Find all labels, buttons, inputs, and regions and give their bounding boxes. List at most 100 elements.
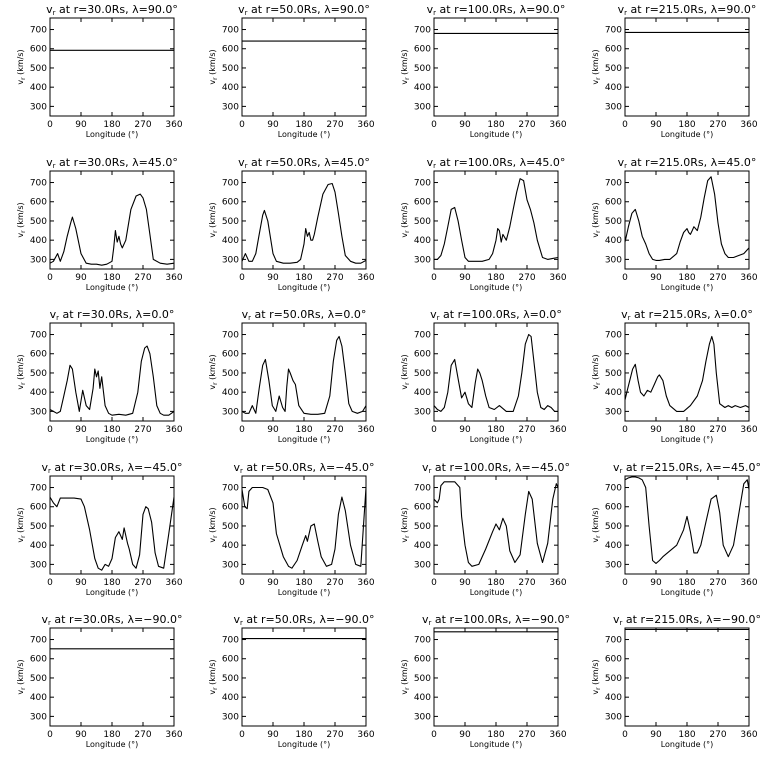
y-tick-label: 700 xyxy=(605,484,622,494)
x-axis-label: Longitude (°) xyxy=(661,130,714,139)
series-line xyxy=(241,182,367,264)
x-tick-label: 360 xyxy=(740,578,757,588)
y-axis-label: vr (km/s) xyxy=(208,49,219,84)
x-tick-label: 270 xyxy=(709,425,726,435)
panel-title: vr at r=215.0Rs, λ=45.0° xyxy=(618,156,757,170)
x-tick-label: 180 xyxy=(678,120,695,130)
y-tick-label: 400 xyxy=(414,388,431,398)
x-tick-label: 270 xyxy=(134,273,151,283)
y-tick-label: 500 xyxy=(222,369,239,379)
x-tick-label: 90 xyxy=(267,425,279,435)
y-tick-label: 700 xyxy=(222,484,239,494)
y-tick-label: 400 xyxy=(30,236,47,246)
panel-title: vr at r=50.0Rs, λ=−45.0° xyxy=(234,461,375,475)
y-tick-label: 300 xyxy=(30,102,47,112)
y-tick-label: 700 xyxy=(414,331,431,341)
y-tick-label: 700 xyxy=(605,179,622,189)
x-tick-label: 180 xyxy=(678,730,695,740)
x-tick-label: 0 xyxy=(622,120,628,130)
plot-frame xyxy=(624,475,750,575)
y-tick-label: 500 xyxy=(605,217,622,227)
plot-frame xyxy=(49,627,175,727)
y-tick-label: 300 xyxy=(222,712,239,722)
x-tick-label: 90 xyxy=(267,578,279,588)
x-tick-label: 90 xyxy=(267,273,279,283)
y-tick-label: 700 xyxy=(30,26,47,36)
y-tick-label: 700 xyxy=(30,331,47,341)
x-tick-label: 180 xyxy=(103,273,120,283)
y-tick-label: 500 xyxy=(30,522,47,532)
y-tick-label: 300 xyxy=(414,102,431,112)
y-tick-label: 500 xyxy=(605,674,622,684)
plot-frame xyxy=(241,170,367,270)
x-tick-label: 270 xyxy=(518,578,535,588)
plot-frame xyxy=(433,170,559,270)
y-tick-label: 700 xyxy=(605,636,622,646)
x-tick-label: 360 xyxy=(549,120,566,130)
plot-frame xyxy=(49,17,175,117)
x-tick-label: 180 xyxy=(295,578,312,588)
panel-13: vr at r=30.0Rs, λ=−45.0° 0 90 180 270 360 300 4… xyxy=(16,461,183,597)
x-tick-label: 270 xyxy=(518,425,535,435)
x-tick-label: 270 xyxy=(134,730,151,740)
panel-8: vr at r=215.0Rs, λ=45.0° 0 90 180 270 360 300 4… xyxy=(591,156,758,292)
panel-title: vr at r=215.0Rs, λ=0.0° xyxy=(621,308,753,322)
y-tick-label: 500 xyxy=(605,369,622,379)
x-tick-label: 90 xyxy=(75,425,87,435)
y-axis-label: vr (km/s) xyxy=(16,49,27,84)
y-axis-label: vr (km/s) xyxy=(591,354,602,389)
x-axis-label: Longitude (°) xyxy=(86,435,139,444)
x-tick-label: 180 xyxy=(295,120,312,130)
y-tick-label: 500 xyxy=(30,217,47,227)
y-tick-label: 600 xyxy=(222,503,239,513)
y-tick-label: 400 xyxy=(30,693,47,703)
y-tick-label: 400 xyxy=(222,388,239,398)
plot-frame xyxy=(241,17,367,117)
x-tick-label: 90 xyxy=(650,730,662,740)
y-tick-label: 500 xyxy=(30,369,47,379)
y-tick-label: 400 xyxy=(414,83,431,93)
y-tick-label: 500 xyxy=(605,64,622,74)
y-tick-label: 400 xyxy=(605,83,622,93)
x-axis-label: Longitude (°) xyxy=(86,588,139,597)
y-axis-label: vr (km/s) xyxy=(16,354,27,389)
y-tick-label: 300 xyxy=(605,712,622,722)
x-tick-label: 360 xyxy=(740,120,757,130)
panel-12: vr at r=215.0Rs, λ=0.0° 0 90 180 270 360 300 40… xyxy=(591,308,758,444)
x-tick-label: 90 xyxy=(267,730,279,740)
y-tick-label: 600 xyxy=(414,198,431,208)
y-tick-label: 500 xyxy=(414,64,431,74)
x-axis-label: Longitude (°) xyxy=(470,283,523,292)
x-tick-label: 0 xyxy=(431,730,437,740)
x-tick-label: 270 xyxy=(709,273,726,283)
x-axis-label: Longitude (°) xyxy=(661,435,714,444)
y-tick-label: 300 xyxy=(222,102,239,112)
x-axis-label: Longitude (°) xyxy=(278,740,331,749)
panel-4: vr at r=215.0Rs, λ=90.0° 0 90 180 270 360 300 4… xyxy=(591,3,758,139)
x-axis-label: Longitude (°) xyxy=(86,740,139,749)
x-tick-label: 0 xyxy=(239,578,245,588)
x-tick-label: 0 xyxy=(47,273,53,283)
panel-title: vr at r=30.0Rs, λ=−90.0° xyxy=(42,613,183,627)
y-tick-label: 400 xyxy=(605,236,622,246)
x-tick-label: 360 xyxy=(357,578,374,588)
panel-title: vr at r=215.0Rs, λ=90.0° xyxy=(618,3,757,17)
y-tick-label: 300 xyxy=(222,560,239,570)
plot-frame xyxy=(624,170,750,270)
y-axis-label: vr (km/s) xyxy=(400,659,411,694)
panel-title: vr at r=215.0Rs, λ=−90.0° xyxy=(613,613,761,627)
y-axis-label: vr (km/s) xyxy=(400,49,411,84)
y-tick-label: 600 xyxy=(30,655,47,665)
x-axis-label: Longitude (°) xyxy=(661,283,714,292)
x-tick-label: 0 xyxy=(622,273,628,283)
x-tick-label: 180 xyxy=(103,578,120,588)
plot-frame xyxy=(433,627,559,727)
x-tick-label: 90 xyxy=(75,273,87,283)
y-tick-label: 600 xyxy=(30,503,47,513)
x-tick-label: 90 xyxy=(75,578,87,588)
plot-frame xyxy=(624,627,750,727)
x-tick-label: 0 xyxy=(622,730,628,740)
panel-18: vr at r=50.0Rs, λ=−90.0° 0 90 180 270 360 300 4… xyxy=(208,613,375,749)
panel-1: vr at r=30.0Rs, λ=90.0° 0 90 180 270 360 300 40… xyxy=(16,3,183,139)
panel-title: vr at r=100.0Rs, λ=−45.0° xyxy=(422,461,570,475)
